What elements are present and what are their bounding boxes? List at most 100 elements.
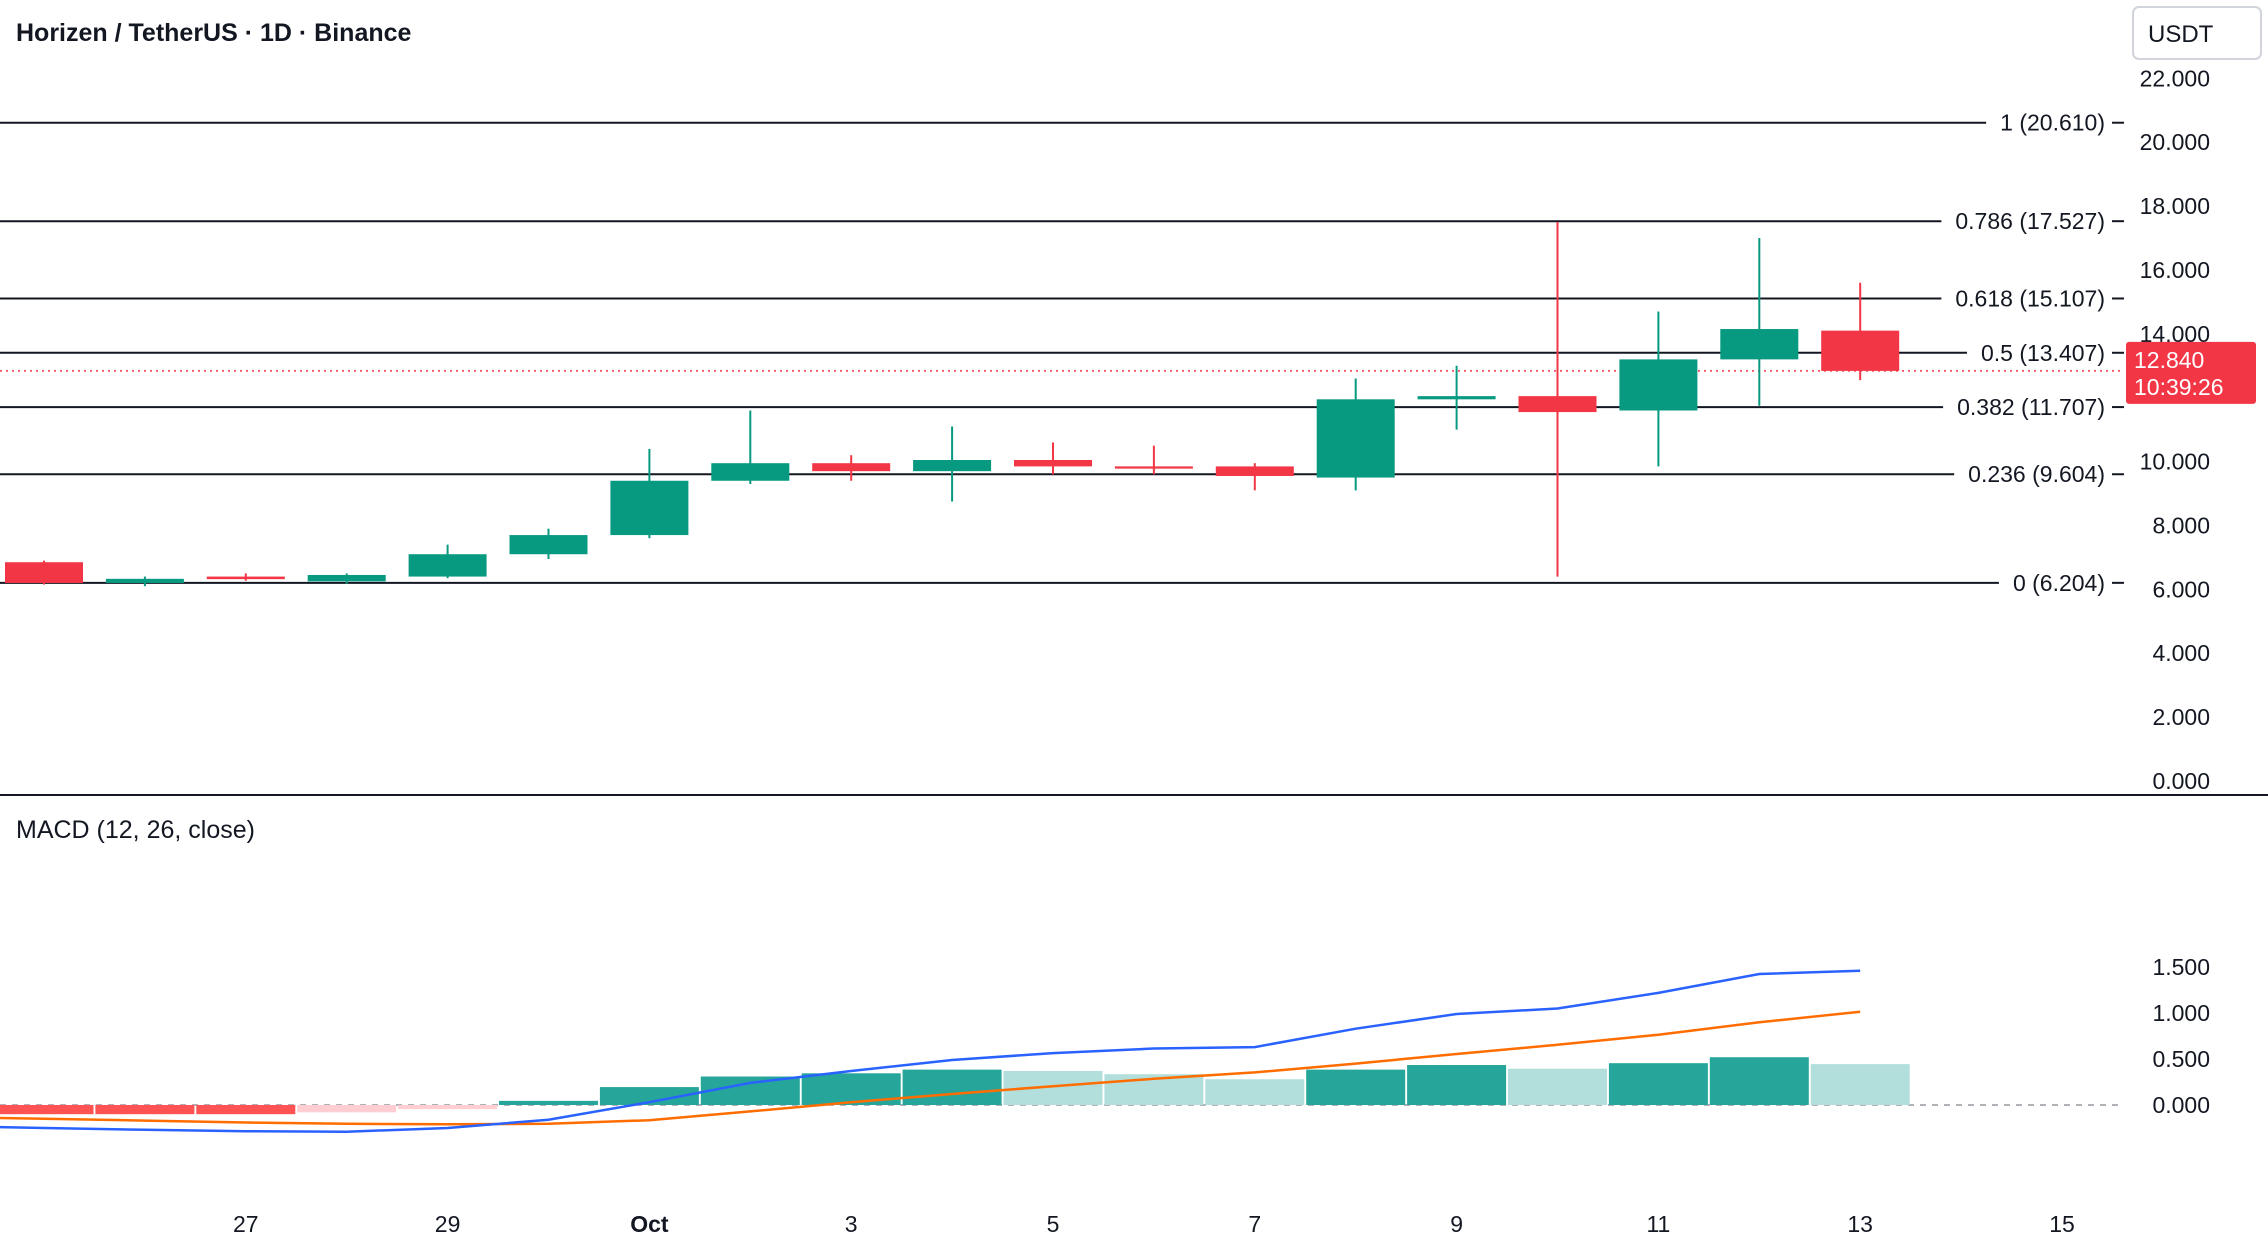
- candle[interactable]: [1518, 222, 1597, 577]
- candle[interactable]: [711, 410, 790, 484]
- candle-body[interactable]: [105, 578, 184, 583]
- time-axis-label: 15: [2049, 1211, 2075, 1237]
- macd-axis-label: 0.000: [2152, 1092, 2210, 1118]
- candle-body[interactable]: [206, 576, 285, 580]
- candle[interactable]: [1316, 378, 1395, 491]
- price-pane[interactable]: 1 (20.610) 0.786 (17.527) 0.618 (15.107) 0.…: [0, 110, 2124, 596]
- time-axis-label: 5: [1047, 1211, 1060, 1237]
- fib-label: 0.5 (13.407): [1981, 340, 2105, 366]
- candle[interactable]: [408, 544, 487, 579]
- price-axis-label: 10.000: [2140, 449, 2210, 475]
- fib-label: 0.786 (17.527): [1955, 208, 2105, 234]
- histogram-bar[interactable]: [1306, 1069, 1406, 1105]
- histogram-bar[interactable]: [398, 1105, 498, 1110]
- candle-body[interactable]: [1619, 359, 1698, 411]
- candle[interactable]: [5, 560, 83, 585]
- candle-body[interactable]: [1821, 330, 1900, 371]
- candle-body[interactable]: [408, 554, 487, 577]
- candle-body[interactable]: [711, 463, 790, 481]
- candle-body[interactable]: [1014, 460, 1092, 467]
- price-axis-label: 2.000: [2152, 704, 2210, 730]
- macd-axis-label: 0.500: [2152, 1046, 2210, 1072]
- macd-line[interactable]: [0, 969, 1861, 1133]
- candle[interactable]: [1114, 445, 1193, 475]
- time-axis-label: 27: [233, 1211, 259, 1237]
- candle-body[interactable]: [1417, 396, 1496, 400]
- last-price-badge: 12.840 10:39:26: [2126, 341, 2256, 404]
- currency-button[interactable]: USDT: [2132, 6, 2262, 60]
- time-axis-label: 29: [435, 1211, 461, 1237]
- signal-line[interactable]: [0, 1010, 1861, 1126]
- candle[interactable]: [307, 573, 386, 584]
- candle[interactable]: [1417, 365, 1496, 430]
- macd-axis-label: 1.500: [2152, 954, 2210, 980]
- time-axis[interactable]: 27 29 Oct 3 5 7 9 11 13 15: [233, 1211, 2075, 1237]
- time-axis-label: 11: [1646, 1211, 1670, 1237]
- fibonacci-retracement[interactable]: 1 (20.610) 0.786 (17.527) 0.618 (15.107) 0.…: [0, 110, 2124, 596]
- price-axis-label: 22.000: [2140, 65, 2210, 91]
- candle-body[interactable]: [509, 535, 588, 555]
- price-axis-label: 6.000: [2152, 576, 2210, 602]
- candles[interactable]: [5, 222, 1900, 587]
- histogram-bar[interactable]: [95, 1105, 195, 1115]
- macd-axis-label: 1.000: [2152, 1000, 2210, 1026]
- histogram-bar[interactable]: [599, 1087, 699, 1105]
- time-axis-label: Oct: [630, 1211, 669, 1237]
- histogram-bar[interactable]: [1810, 1064, 1910, 1105]
- candle-body[interactable]: [1720, 329, 1799, 360]
- candle-body[interactable]: [812, 463, 891, 472]
- price-axis-label: 18.000: [2140, 193, 2210, 219]
- histogram-bar[interactable]: [1508, 1068, 1607, 1105]
- price-axis-label: 0.000: [2152, 768, 2210, 794]
- histogram-bar[interactable]: [1608, 1063, 1708, 1105]
- candle[interactable]: [812, 455, 891, 481]
- histogram-bar[interactable]: [499, 1100, 598, 1105]
- candle-body[interactable]: [1518, 396, 1597, 413]
- candle[interactable]: [1821, 282, 1900, 381]
- histogram-bar[interactable]: [0, 1105, 94, 1115]
- chart-title: Horizen / TetherUS · 1D · Binance: [16, 19, 412, 47]
- histogram-bar[interactable]: [196, 1105, 296, 1115]
- time-axis-label: 9: [1450, 1211, 1463, 1237]
- price-axis-label: 16.000: [2140, 257, 2210, 283]
- histogram-bar[interactable]: [700, 1076, 800, 1105]
- fib-label: 0 (6.204): [2013, 570, 2105, 596]
- histogram-bar[interactable]: [902, 1069, 1002, 1105]
- price-axis-label: 4.000: [2152, 640, 2210, 666]
- histogram-bar[interactable]: [297, 1105, 397, 1113]
- bar-countdown: 10:39:26: [2134, 374, 2224, 400]
- candle[interactable]: [1014, 442, 1092, 475]
- histogram-bar[interactable]: [1407, 1065, 1507, 1105]
- fib-label: 0.618 (15.107): [1955, 285, 2105, 311]
- time-axis-label: 3: [845, 1211, 858, 1237]
- candle[interactable]: [1720, 238, 1799, 406]
- candle[interactable]: [1619, 311, 1698, 467]
- candle[interactable]: [105, 576, 184, 587]
- price-axis-label: 20.000: [2140, 129, 2210, 155]
- candle-body[interactable]: [913, 460, 992, 472]
- macd-indicator-title[interactable]: MACD (12, 26, close): [16, 816, 255, 844]
- fib-label: 0.382 (11.707): [1957, 394, 2105, 420]
- candle-body[interactable]: [5, 562, 83, 583]
- fib-label: 0.236 (9.604): [1968, 461, 2105, 487]
- histogram-bar[interactable]: [1205, 1079, 1305, 1105]
- candle[interactable]: [610, 448, 689, 539]
- candle[interactable]: [509, 528, 588, 560]
- candle-body[interactable]: [307, 574, 386, 582]
- candle[interactable]: [1215, 463, 1294, 491]
- price-axis[interactable]: 22.00020.00018.00016.00014.00010.0008.00…: [2140, 65, 2210, 794]
- candle[interactable]: [913, 426, 992, 502]
- histogram-bar[interactable]: [1709, 1057, 1809, 1105]
- candle[interactable]: [206, 573, 285, 581]
- candle-body[interactable]: [1114, 466, 1193, 469]
- time-axis-label: 7: [1248, 1211, 1261, 1237]
- svg-text:USDT: USDT: [2148, 21, 2214, 48]
- candle-body[interactable]: [1215, 466, 1294, 476]
- candle-body[interactable]: [610, 480, 689, 536]
- fib-label: 1 (20.610): [2000, 110, 2105, 136]
- price-axis-label: 8.000: [2152, 512, 2210, 538]
- candle-body[interactable]: [1316, 399, 1395, 478]
- macd-pane[interactable]: [0, 969, 2120, 1133]
- macd-axis[interactable]: 1.500 1.000 0.500 0.000: [2152, 954, 2210, 1118]
